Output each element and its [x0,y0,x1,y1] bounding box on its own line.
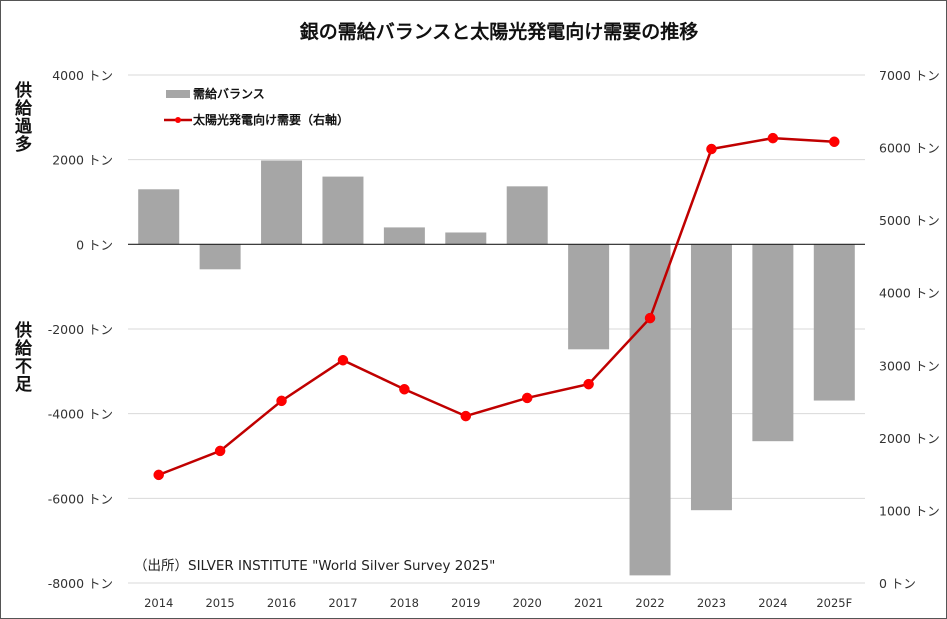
right-tick-label: 3000 トン [879,358,940,373]
gridlines [128,74,865,584]
right-tick-label: 6000 トン [879,141,940,156]
left-tick-label: -2000 トン [48,322,113,337]
point-2018 [399,383,410,395]
right-tick-label: 2000 トン [879,431,940,446]
bar-2019 [445,232,487,245]
side-label-surplus: 供給過多 [11,81,31,153]
bar-2020 [506,186,548,245]
line-series [153,132,840,481]
x-tick-label: 2020 [513,596,542,610]
right-tick-label: 0 トン [879,576,916,591]
point-2020 [521,392,533,404]
left-tick-label: -4000 トン [48,407,113,422]
chart-title: 銀の需給バランスと太陽光発電向け需要の推移 [300,20,699,43]
point-2025F [829,136,840,148]
source-note: （出所）SILVER INSTITUTE "World Silver Surve… [134,558,495,574]
x-tick-label: 2024 [758,596,787,610]
point-2022 [644,312,656,324]
left-tick-label: -6000 トン [48,491,113,506]
point-2015 [214,445,226,457]
left-tick-label: 0 トン [76,237,113,252]
solar-demand-line [158,136,835,477]
point-2021 [583,378,594,390]
x-tick-label: 2018 [390,596,419,610]
bar-2022 [629,244,671,576]
x-tick-label: 2017 [328,596,357,610]
bar-2017 [322,176,364,245]
point-2016 [276,395,287,407]
bar-2016 [261,160,303,245]
side-label-deficit: 供給不足 [11,321,31,393]
bars [138,160,855,576]
right-tick-label: 7000 トン [879,68,940,83]
point-2019 [460,410,472,422]
x-tick-label: 2025F [816,596,852,610]
bar-2015 [199,244,241,270]
legend: 需給バランス 太陽光発電向け需要（右軸） [164,86,349,127]
point-2024 [767,132,779,144]
x-tick-label: 2021 [574,596,603,610]
x-tick-label: 2023 [697,596,726,610]
left-tick-label: -8000 トン [48,576,113,591]
tick-labels: 4000 トン 2000 トン 0 トン -2000 トン -4000 トン -6000 … [48,68,940,610]
x-tick-label: 2015 [205,596,234,610]
bar-2014 [138,189,180,245]
bar-2024 [752,244,794,442]
legend-line-label: 太陽光発電向け需要（右軸） [193,112,349,127]
x-tick-label: 2016 [267,596,296,610]
left-tick-label: 4000 トン [52,68,113,83]
bar-2018 [383,227,425,245]
x-tick-label: 2022 [635,596,664,610]
x-tick-label: 2019 [451,596,480,610]
point-2017 [337,354,349,366]
legend-bar-swatch [166,90,190,98]
legend-bar-label: 需給バランス [193,86,265,101]
bar-2025F [813,244,855,401]
bar-2021 [568,244,610,350]
legend-line-marker [175,117,181,123]
left-tick-label: 2000 トン [52,153,113,168]
right-tick-label: 4000 トン [879,286,940,301]
x-tick-label: 2014 [144,596,173,610]
point-2014 [153,469,164,481]
right-tick-label: 5000 トン [879,213,940,228]
bar-2023 [690,244,732,511]
point-2023 [706,143,717,155]
right-tick-label: 1000 トン [879,503,940,518]
